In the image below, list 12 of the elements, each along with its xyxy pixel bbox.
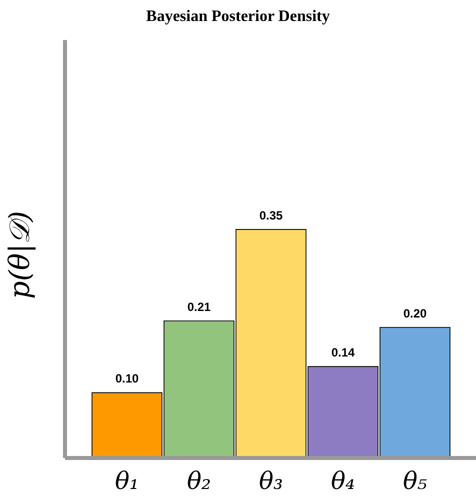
data-label: 0.21 (187, 300, 211, 314)
x-tick-label: θ₃ (258, 467, 284, 496)
chart-title: Bayesian Posterior Density (145, 8, 331, 26)
y-axis-title: p(θ|𝒟) (2, 210, 36, 299)
data-label: 0.10 (115, 372, 139, 386)
data-label: 0.35 (259, 208, 283, 222)
x-tick-label: θ₁ (114, 467, 140, 496)
data-label: 0.14 (331, 346, 355, 360)
x-tick-label: θ₅ (402, 467, 428, 496)
x-tick-label: θ₄ (330, 467, 356, 496)
data-label: 0.20 (403, 306, 427, 320)
x-tick-label: θ₂ (186, 467, 212, 496)
